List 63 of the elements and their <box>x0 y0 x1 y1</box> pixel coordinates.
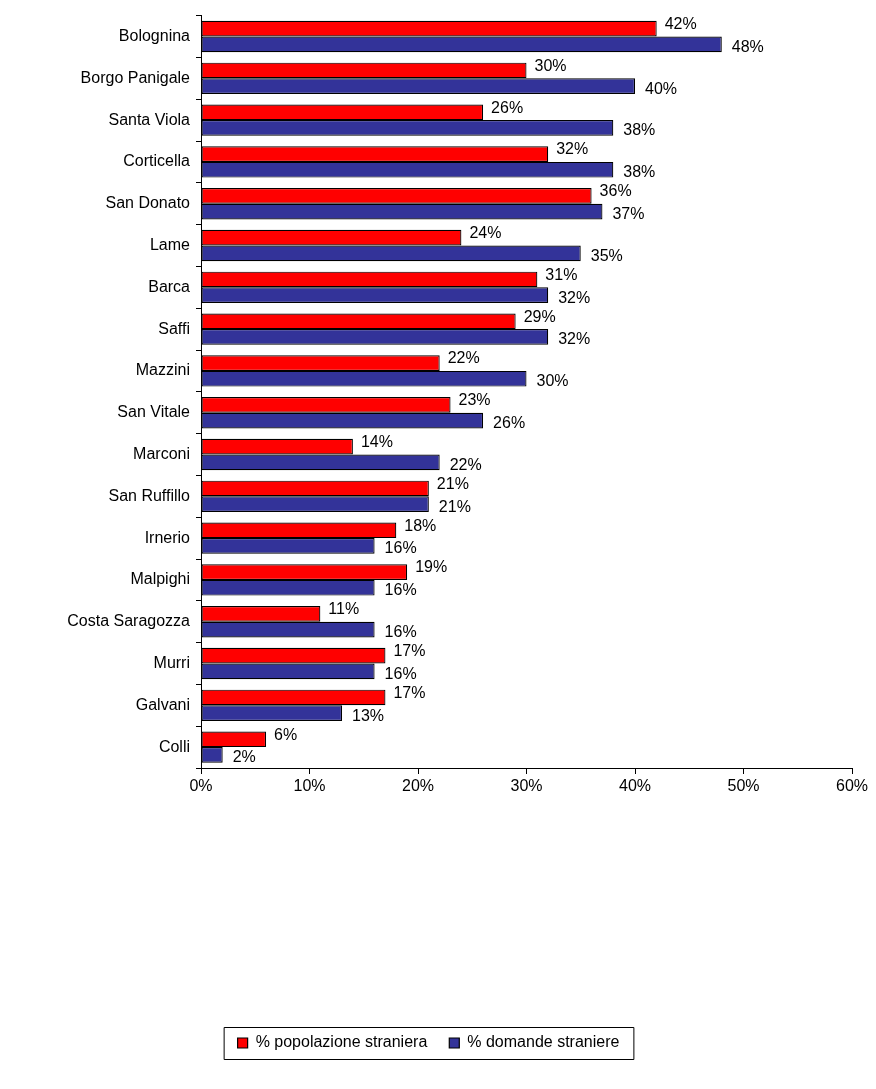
x-tick-label: 30% <box>510 777 543 795</box>
data-label: 21% <box>436 474 469 492</box>
data-label: 23% <box>458 391 491 409</box>
y-tick-label: Irnerio <box>144 528 191 546</box>
data-label: 11% <box>328 600 360 618</box>
data-label: 13% <box>352 706 385 724</box>
data-label: 16% <box>384 581 417 599</box>
data-label: 2% <box>232 748 256 766</box>
y-tick-label: Corticella <box>123 152 191 170</box>
data-label: 22% <box>449 455 482 473</box>
data-label: 31% <box>545 265 578 283</box>
y-tick-label: Costa Saragozza <box>67 612 191 630</box>
y-tick-label: Murri <box>153 653 190 671</box>
data-label: 29% <box>523 307 556 325</box>
y-tick-label: San Donato <box>105 194 191 212</box>
data-label: 36% <box>599 182 632 200</box>
y-tick-label: San Vitale <box>117 403 191 421</box>
x-tick-label: 20% <box>401 777 435 795</box>
data-label: 17% <box>393 683 426 701</box>
data-label: 26% <box>493 413 526 431</box>
y-tick-label: Colli <box>158 737 190 755</box>
data-label: 22% <box>447 349 480 367</box>
data-label: 40% <box>645 79 678 97</box>
data-label: 16% <box>384 622 417 640</box>
data-label: 24% <box>469 224 502 242</box>
data-label: 32% <box>558 288 591 306</box>
data-label: 26% <box>491 98 524 116</box>
y-tick-label: Saffi <box>158 319 190 337</box>
data-label: 35% <box>590 246 623 264</box>
y-tick-label: Mazzini <box>135 361 190 379</box>
y-tick-label: San Ruffillo <box>108 486 191 504</box>
data-label: 38% <box>623 121 656 139</box>
data-label: 30% <box>534 56 567 74</box>
x-tick-label: 60% <box>835 777 869 795</box>
data-label: 21% <box>438 497 471 515</box>
data-label: 37% <box>612 204 645 222</box>
legend-label: % domande straniere <box>467 1033 620 1051</box>
data-label: 30% <box>536 372 569 390</box>
x-tick-label: 50% <box>727 777 760 795</box>
data-label: 16% <box>384 664 417 682</box>
y-tick-label: Santa Viola <box>108 110 191 128</box>
y-tick-label: Bolognina <box>118 26 191 44</box>
data-label: 17% <box>393 642 426 660</box>
data-label: 32% <box>556 140 589 158</box>
data-label: 48% <box>731 37 764 55</box>
legend-label: % popolazione straniera <box>255 1033 428 1051</box>
data-label: 42% <box>664 15 697 33</box>
data-label: 16% <box>384 539 417 557</box>
y-tick-label: Lame <box>149 235 191 253</box>
data-label: 18% <box>404 516 437 534</box>
y-tick-label: Borgo Panigale <box>80 68 191 86</box>
y-tick-label: Barca <box>148 277 191 295</box>
y-tick-label: Malpighi <box>130 570 190 588</box>
data-label: 32% <box>558 330 591 348</box>
data-label: 6% <box>274 725 298 743</box>
x-tick-label: 40% <box>618 777 652 795</box>
y-tick-label: Marconi <box>133 444 190 462</box>
data-label: 38% <box>623 163 656 181</box>
y-tick-label: Galvani <box>135 695 190 713</box>
x-tick-label: 10% <box>293 777 326 795</box>
x-tick-label: 0% <box>189 777 213 795</box>
data-label: 19% <box>415 558 448 576</box>
data-label: 14% <box>360 433 393 451</box>
